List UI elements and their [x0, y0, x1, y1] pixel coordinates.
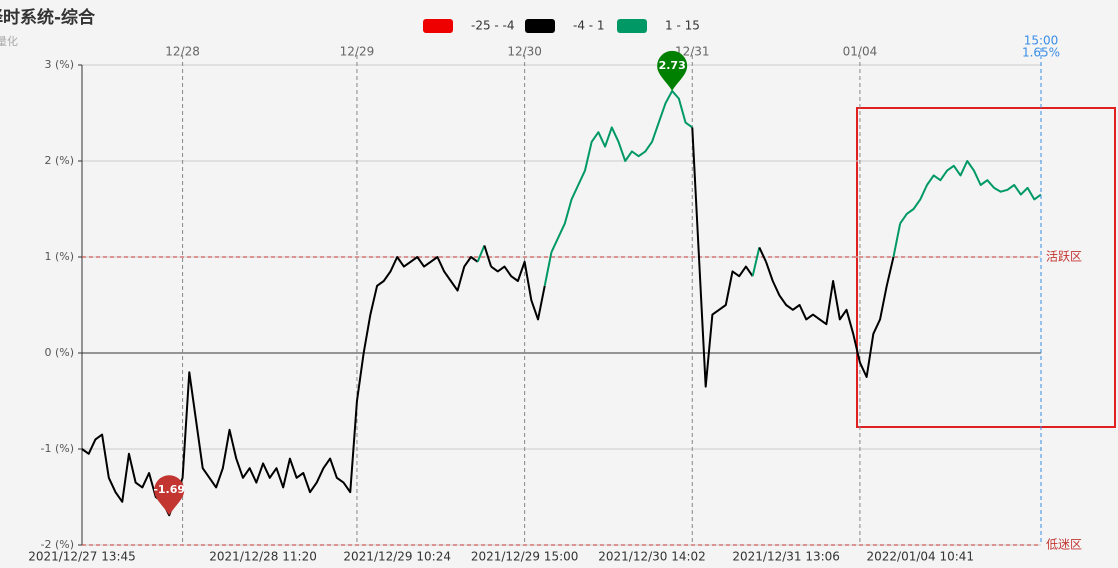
mark-line-label: 活跃区	[1046, 250, 1082, 264]
x-tick-label: 2021/12/31 13:06	[732, 550, 840, 564]
legend-label: 1 - 15	[665, 19, 700, 33]
line-segment	[697, 256, 754, 388]
legend-label: -25 - -4	[471, 19, 515, 33]
mark-line-label: 低迷区	[1046, 538, 1082, 552]
end-time: 15:00	[1024, 34, 1059, 48]
y-tick-label: -2 (%)	[41, 538, 75, 551]
day-label: 12/29	[340, 45, 375, 59]
y-tick-label: -1 (%)	[41, 442, 75, 455]
line-segment	[899, 160, 1042, 224]
y-tick-label: 3 (%)	[44, 58, 74, 71]
line-connector	[758, 246, 767, 263]
legend-swatch	[617, 19, 647, 33]
line-connector	[892, 223, 902, 258]
highlight-box	[856, 107, 1116, 428]
x-tick-label: 2021/12/29 10:24	[343, 550, 451, 564]
x-tick-label: 2021/12/30 14:02	[598, 550, 706, 564]
mark-point	[154, 475, 185, 516]
x-tick-label: 2021/12/28 11:20	[209, 550, 317, 564]
y-tick-label: 1 (%)	[44, 250, 74, 263]
line-connector	[691, 127, 700, 258]
x-tick-label: 2021/12/29 15:00	[471, 550, 579, 564]
day-label: 12/30	[507, 45, 542, 59]
day-label: 12/31	[675, 45, 710, 59]
mark-point	[657, 50, 688, 91]
legend-swatch	[423, 19, 453, 33]
legend-swatch	[525, 19, 555, 33]
line-connector	[476, 245, 486, 263]
line-segment	[765, 256, 895, 378]
line-segment	[490, 260, 546, 321]
mark-point-label: -1.69	[153, 483, 185, 496]
chart-subtitle: 量化	[0, 34, 18, 48]
day-label: 01/04	[843, 45, 878, 59]
day-label: 12/28	[165, 45, 200, 59]
line-connector	[543, 252, 553, 286]
line-segment	[81, 256, 479, 517]
line-segment	[550, 89, 693, 253]
line-connector	[751, 247, 761, 277]
legend-label: -4 - 1	[573, 19, 605, 33]
x-tick-label: 2021/12/27 13:45	[28, 550, 136, 564]
x-tick-label: 2022/01/04 10:41	[867, 550, 975, 564]
line-connector	[483, 245, 493, 267]
y-tick-label: 2 (%)	[44, 154, 74, 167]
mark-point-label: 2.73	[659, 59, 686, 72]
end-value: 1.65%	[1022, 46, 1060, 60]
y-tick-label: 0 (%)	[44, 346, 74, 359]
chart-title: 择时系统-综合	[0, 7, 96, 28]
